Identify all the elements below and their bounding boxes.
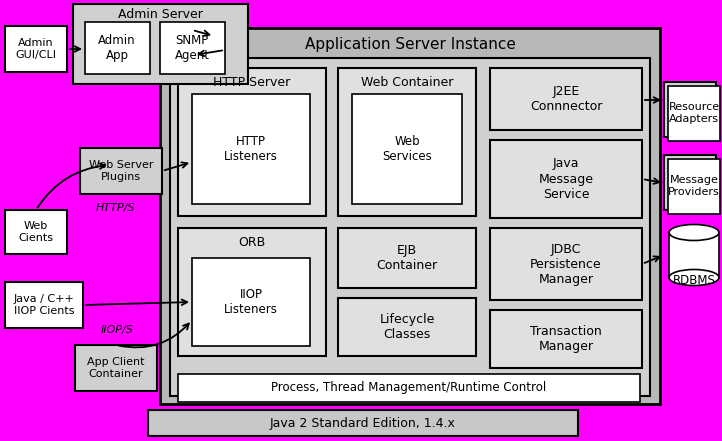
Text: Application Server Instance: Application Server Instance bbox=[305, 37, 516, 52]
Text: Admin Server: Admin Server bbox=[118, 7, 202, 20]
Bar bbox=[178, 374, 640, 402]
Bar bbox=[664, 155, 716, 210]
Text: Web Server
Plugins: Web Server Plugins bbox=[89, 160, 153, 182]
Bar bbox=[178, 68, 326, 216]
Bar bbox=[668, 159, 720, 214]
Text: J2EE
Connnector: J2EE Connnector bbox=[530, 85, 602, 113]
Text: App Client
Container: App Client Container bbox=[87, 357, 144, 379]
Bar bbox=[5, 26, 67, 72]
Bar bbox=[490, 68, 642, 130]
Ellipse shape bbox=[669, 224, 719, 240]
Bar bbox=[5, 210, 67, 254]
Bar bbox=[80, 148, 162, 194]
Bar bbox=[192, 258, 310, 346]
Bar bbox=[5, 282, 83, 328]
Text: EJB
Container: EJB Container bbox=[376, 244, 438, 272]
Text: Java 2 Standard Edition, 1.4.x: Java 2 Standard Edition, 1.4.x bbox=[270, 416, 456, 430]
Bar bbox=[668, 86, 720, 141]
Bar bbox=[338, 228, 476, 288]
Bar bbox=[338, 298, 476, 356]
Text: Web Container: Web Container bbox=[361, 75, 453, 89]
Ellipse shape bbox=[669, 269, 719, 285]
Bar bbox=[490, 140, 642, 218]
Bar bbox=[160, 22, 225, 74]
Text: Resource
Adapters: Resource Adapters bbox=[669, 102, 720, 124]
Text: Admin
GUI/CLI: Admin GUI/CLI bbox=[15, 38, 56, 60]
Text: Web
Services: Web Services bbox=[382, 135, 432, 163]
Text: Java
Message
Service: Java Message Service bbox=[539, 157, 593, 201]
Text: HTTP/S: HTTP/S bbox=[95, 203, 135, 213]
Bar bbox=[148, 410, 578, 436]
Text: JDBC
Persistence
Manager: JDBC Persistence Manager bbox=[530, 243, 602, 285]
Bar bbox=[192, 94, 310, 204]
Text: Java / C++
IIOP Cients: Java / C++ IIOP Cients bbox=[14, 294, 74, 316]
Bar bbox=[160, 28, 660, 404]
Text: IIOP
Listeners: IIOP Listeners bbox=[224, 288, 278, 316]
Bar bbox=[75, 345, 157, 391]
Text: Process, Thread Management/Runtime Control: Process, Thread Management/Runtime Contr… bbox=[271, 381, 547, 395]
Bar bbox=[170, 58, 650, 396]
Text: Web
Cients: Web Cients bbox=[19, 221, 53, 243]
Bar bbox=[338, 68, 476, 216]
Text: Transaction
Manager: Transaction Manager bbox=[530, 325, 602, 353]
Bar bbox=[178, 228, 326, 356]
Text: SNMP
Agent: SNMP Agent bbox=[175, 34, 209, 62]
Bar bbox=[85, 22, 150, 74]
Bar bbox=[490, 228, 642, 300]
Text: RDBMS: RDBMS bbox=[673, 273, 716, 287]
Text: Lifecycle
Classes: Lifecycle Classes bbox=[379, 313, 435, 341]
Text: ORB: ORB bbox=[238, 235, 266, 248]
Bar bbox=[352, 94, 462, 204]
Text: Admin
App: Admin App bbox=[98, 34, 136, 62]
Bar bbox=[669, 232, 719, 277]
Text: HTTP
Listeners: HTTP Listeners bbox=[224, 135, 278, 163]
Text: IIOP/S: IIOP/S bbox=[100, 325, 134, 335]
Text: HTTP Server: HTTP Server bbox=[214, 75, 291, 89]
Bar bbox=[490, 310, 642, 368]
Bar bbox=[664, 82, 716, 137]
Text: Message
Providers: Message Providers bbox=[668, 175, 720, 197]
Bar bbox=[73, 4, 248, 84]
